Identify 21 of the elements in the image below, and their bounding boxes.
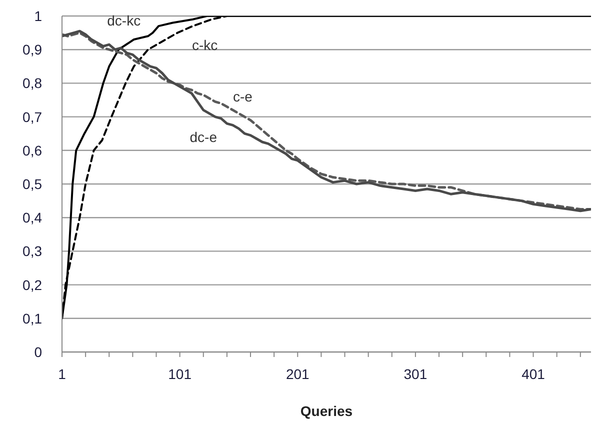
x-tick-label: 1 xyxy=(58,366,66,382)
y-tick-label: 0,2 xyxy=(22,276,42,293)
y-tick-label: 0,9 xyxy=(22,42,42,58)
y-tick-label: 0,7 xyxy=(22,108,42,125)
y-tick-label: 0,1 xyxy=(22,310,42,326)
series-label: c-e xyxy=(233,88,253,104)
y-tick-label: 0,3 xyxy=(22,243,42,260)
x-tick-label: 401 xyxy=(522,366,546,382)
y-tick-label: 0,8 xyxy=(22,75,42,92)
y-tick-label: 0,6 xyxy=(22,142,42,158)
x-tick-label: 301 xyxy=(404,366,428,382)
x-tick-label: 201 xyxy=(286,366,310,382)
series-label: c-kc xyxy=(192,37,218,54)
y-tick-label: 1 xyxy=(34,8,42,24)
series-label: dc-kc xyxy=(107,12,141,29)
x-axis-title: Queries xyxy=(300,403,353,419)
y-tick-label: 0,4 xyxy=(22,210,42,226)
y-tick-label: 0,5 xyxy=(22,176,42,192)
series-label: dc-e xyxy=(190,129,218,146)
x-tick-label: 101 xyxy=(168,366,192,382)
y-tick-label: 0 xyxy=(34,344,42,360)
